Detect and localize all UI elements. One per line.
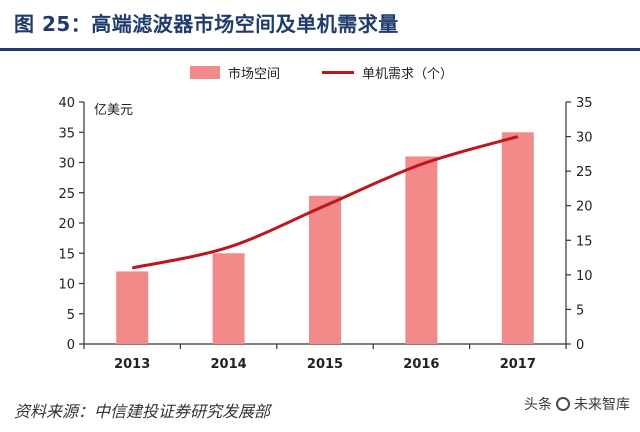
x-tick-label: 2015 [307,357,343,372]
legend-line-swatch [322,70,354,74]
left-tick-label: 20 [58,217,75,232]
bar [501,132,534,344]
x-tick-label: 2014 [211,357,247,372]
chart-area: 0 5 10 15 20 25 30 35 40 亿美元 0 5 10 15 20 25 30 35 2013 201… [0,88,640,392]
right-tick-label: 10 [576,269,593,284]
legend-line-label: 单机需求（个） [362,66,454,82]
watermark-icon [556,397,570,411]
left-tick-label: 5 [67,308,75,323]
right-tick-label: 0 [576,338,584,353]
legend: 市场空间 单机需求（个） [0,60,640,84]
bar [116,271,149,344]
x-tick-label: 2016 [403,357,439,372]
bar [309,195,341,344]
legend-bar-swatch [190,65,220,79]
left-tick-label: 10 [58,278,75,293]
title-bar: 图 25：高端滤波器市场空间及单机需求量 [0,0,640,51]
legend-item-line: 单机需求（个） [322,60,453,84]
left-tick-label: 25 [58,187,75,202]
left-tick-label: 0 [67,338,75,353]
left-tick-label: 30 [58,157,75,172]
left-tick-label: 35 [58,126,75,141]
legend-item-bar: 市场空间 [190,60,280,84]
left-tick-label: 40 [58,96,75,111]
legend-bar-label: 市场空间 [228,66,281,82]
right-tick-label: 20 [576,200,593,215]
watermark-right: 未来智库 [574,397,630,413]
chart-svg: 0 5 10 15 20 25 30 35 40 亿美元 0 5 10 15 20 25 30 35 2013 201… [58,96,593,372]
left-tick-label: 15 [58,247,75,262]
watermark: 头条 未来智库 [524,394,630,414]
right-tick-label: 30 [576,131,593,146]
right-tick-label: 35 [576,96,593,111]
watermark-left: 头条 [524,397,552,413]
x-tick-label: 2013 [114,357,150,372]
y-axis-unit-label: 亿美元 [94,103,133,118]
bar [405,156,438,344]
right-tick-label: 15 [576,234,593,249]
chart-title: 图 25：高端滤波器市场空间及单机需求量 [14,12,399,36]
right-tick-label: 5 [576,303,584,318]
bar [212,253,245,344]
source-note: 资料来源：中信建投证券研究发展部 [14,402,271,421]
x-tick-label: 2017 [500,357,536,372]
right-tick-label: 25 [576,165,593,180]
